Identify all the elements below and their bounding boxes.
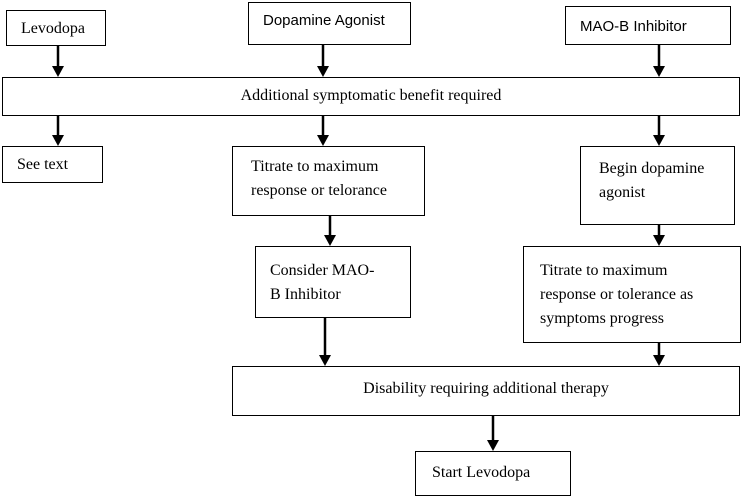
node-see-text-label: See text — [17, 156, 69, 173]
node-additional-benefit: Additional symptomatic benefit required — [2, 77, 740, 116]
node-disability-label: Disability requiring additional therapy — [363, 380, 609, 397]
node-consider-maob: Consider MAO- B Inhibitor — [255, 246, 411, 318]
node-titrate-max: Titrate to maximum response or telorance — [232, 146, 425, 216]
arrowhead-progress-to-disability — [653, 355, 665, 366]
node-maob-inhibitor-label: MAO-B Inhibitor — [580, 18, 687, 35]
arrowhead-levodopa-to-benefit — [52, 66, 64, 77]
arrowhead-disability-to-start — [487, 440, 499, 451]
node-disability: Disability requiring additional therapy — [232, 366, 740, 416]
arrowhead-maob-to-benefit — [653, 66, 665, 77]
node-begin-agonist-label: Begin dopamine agonist — [599, 160, 705, 201]
node-begin-agonist: Begin dopamine agonist — [580, 146, 735, 225]
node-titrate-max-label: Titrate to maximum response or telorance — [251, 158, 387, 199]
node-maob-inhibitor: MAO-B Inhibitor — [565, 6, 731, 45]
node-consider-maob-label: Consider MAO- B Inhibitor — [270, 262, 375, 303]
node-additional-benefit-label: Additional symptomatic benefit required — [240, 87, 502, 104]
node-titrate-progress: Titrate to maximum response or tolerance… — [523, 246, 741, 343]
node-levodopa: Levodopa — [6, 10, 106, 46]
node-titrate-progress-label: Titrate to maximum response or tolerance… — [540, 262, 694, 327]
arrowhead-consider-to-disability — [319, 355, 331, 366]
node-dopamine-agonist: Dopamine Agonist — [248, 2, 411, 45]
arrowhead-beginagonist-to-progress — [653, 235, 665, 246]
arrowhead-benefit-to-beginagonist — [653, 135, 665, 146]
node-start-levodopa: Start Levodopa — [415, 451, 571, 496]
arrowhead-agonist-to-benefit — [317, 66, 329, 77]
node-levodopa-label: Levodopa — [21, 20, 85, 37]
arrowhead-benefit-to-titrate — [317, 135, 329, 146]
arrowhead-titrate-to-consider — [324, 235, 336, 246]
arrowhead-benefit-to-seetext — [52, 135, 64, 146]
node-start-levodopa-label: Start Levodopa — [432, 464, 531, 481]
node-see-text: See text — [2, 146, 103, 183]
node-dopamine-agonist-label: Dopamine Agonist — [263, 12, 385, 29]
